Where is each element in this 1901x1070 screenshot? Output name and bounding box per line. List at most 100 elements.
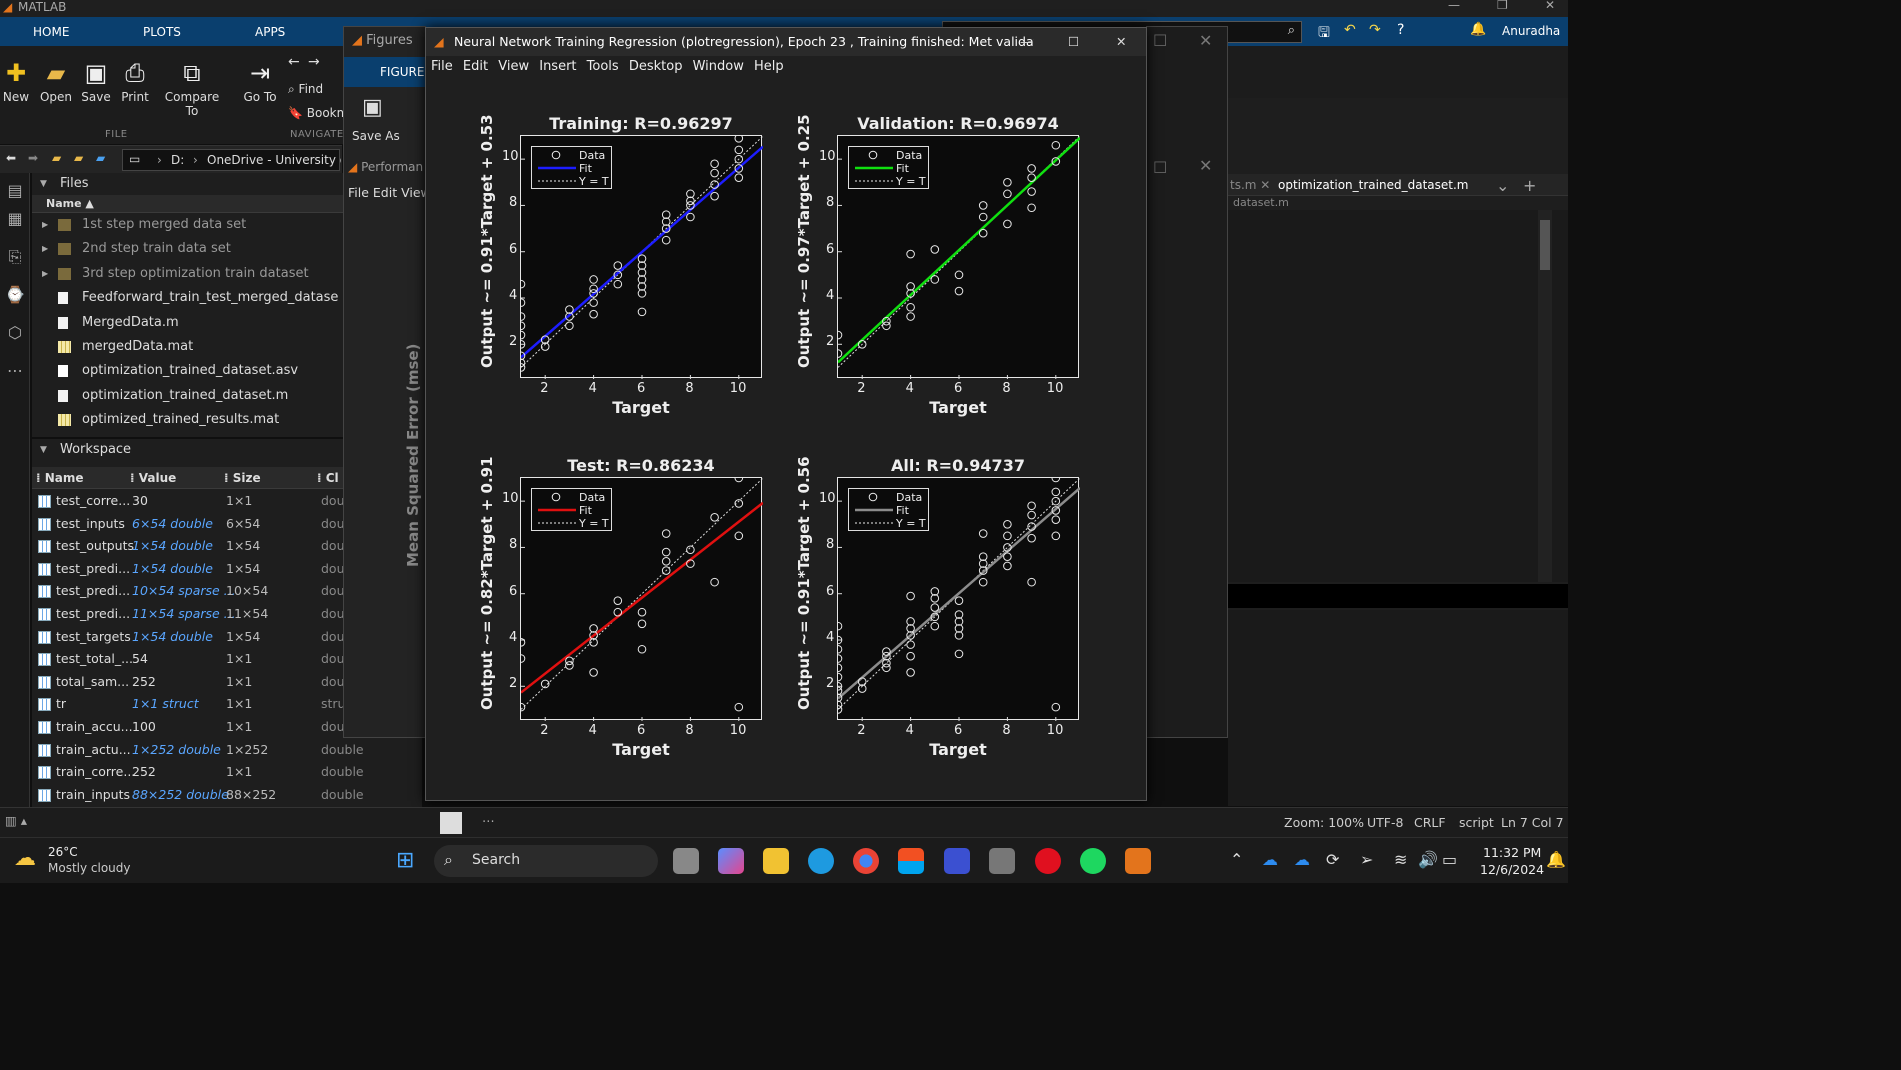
minimize-icon[interactable]: — [1448, 0, 1460, 12]
browse-folder-icon[interactable]: ▰ [74, 151, 84, 165]
clock-date[interactable]: 12/6/2024 [1480, 862, 1545, 877]
user-name[interactable]: Anuradha [1502, 24, 1561, 38]
workspace-row[interactable]: test_outputs 1×54 double 1×54 dou [32, 535, 422, 558]
maximize-icon[interactable]: ☐ [1068, 34, 1080, 49]
weather-icon[interactable]: ☁ [14, 846, 36, 871]
files-panel-header[interactable]: Files [32, 173, 343, 195]
sync-icon[interactable]: ⟳ [1326, 850, 1340, 869]
volume-icon[interactable]: 🔊 [1418, 850, 1438, 869]
file-list-item[interactable]: ▶ 2nd step train data set [32, 237, 343, 261]
command-window[interactable] [1228, 610, 1568, 806]
print-button[interactable]: ⎙ Print [110, 46, 160, 136]
menu-view[interactable]: View [498, 59, 530, 74]
store-icon[interactable] [898, 848, 924, 874]
file-list-item[interactable]: MergedData.m [32, 311, 343, 335]
find-button[interactable]: ⌕ Find [288, 82, 324, 96]
windows-start-icon[interactable]: ⊞ [396, 848, 415, 873]
workspace-panel-icon[interactable]: ▦ [7, 209, 23, 228]
regression-window[interactable]: ◢ Neural Network Training Regression (pl… [425, 27, 1147, 801]
close-icon[interactable]: ✕ [1116, 34, 1127, 49]
copilot-icon[interactable] [718, 848, 744, 874]
menu-window[interactable]: Window [692, 59, 744, 74]
menu-help[interactable]: Help [754, 59, 784, 74]
plot-area[interactable]: Data Fit Y = T [520, 135, 763, 379]
plot-area[interactable]: Data Fit Y = T [837, 477, 1080, 721]
workspace-row[interactable]: train_inputs 88×252 double 88×252 double [32, 784, 422, 807]
tab-figure[interactable]: FIGURE [380, 65, 425, 79]
figures-window[interactable]: ◢ Figures FIGURE ▣ Save As ◢ Performan F… [343, 26, 431, 738]
ws-col-value[interactable]: ⁞ Value [130, 471, 177, 485]
tab-plots[interactable]: PLOTS [143, 25, 181, 39]
file-explorer-icon[interactable] [763, 848, 789, 874]
file-list-item[interactable]: Feedforward_train_test_merged_datase [32, 286, 343, 310]
task-view-icon[interactable] [673, 848, 699, 874]
plot-legend[interactable]: Data Fit Y = T [531, 488, 612, 531]
compare-button[interactable]: ⧉ Compare To [160, 46, 224, 136]
spotify-icon[interactable] [1080, 848, 1106, 874]
matlab-taskbar-icon[interactable] [1125, 848, 1151, 874]
onedrive-icon[interactable]: ☁ [1262, 850, 1278, 869]
history-icon[interactable]: ⌚ [5, 285, 25, 304]
background-figure-window[interactable]: ☐ ✕ ☐ ✕ [1146, 26, 1228, 738]
file-list-item[interactable]: optimization_trained_dataset.asv [32, 359, 343, 383]
close-icon[interactable]: ✕ [1545, 0, 1556, 12]
plot-area[interactable]: Data Fit Y = T [520, 477, 763, 721]
menu-file[interactable]: File [431, 59, 453, 74]
forward-arrow-icon[interactable]: → [308, 54, 320, 70]
workspace-row[interactable]: test_targets 1×54 double 1×54 dou [32, 626, 422, 649]
plot-legend[interactable]: Data Fit Y = T [848, 146, 929, 189]
file-list-item[interactable]: optimization_trained_dataset.m [32, 384, 343, 408]
save-as-button[interactable]: Save As [352, 129, 400, 143]
editor-tab-optimization[interactable]: optimization_trained_dataset.m ✕ [1278, 178, 1468, 192]
forward-icon[interactable]: ➡ [28, 151, 39, 165]
plot-area[interactable]: Data Fit Y = T [837, 135, 1080, 379]
back-arrow-icon[interactable]: ← [288, 54, 300, 70]
layout-icon[interactable]: ▥ ▴ [5, 813, 28, 828]
taskbar-search[interactable]: ⌕ Search [434, 845, 658, 877]
wifi-icon[interactable]: ≋ [1394, 850, 1408, 869]
app-icon[interactable] [944, 848, 970, 874]
help-icon[interactable]: ? [1397, 22, 1405, 38]
performance-tab[interactable]: ◢ Performan [348, 160, 424, 174]
project-icon[interactable]: ⎘ [8, 247, 22, 266]
menu-desktop[interactable]: Desktop [628, 59, 683, 74]
workspace-panel-header[interactable]: Workspace [32, 439, 422, 461]
save-icon[interactable]: 🖫 [1318, 25, 1330, 41]
workspace-row[interactable]: tr 1×1 struct 1×1 stru [32, 693, 422, 716]
ws-col-class[interactable]: ⁞ Cl [317, 471, 339, 485]
workspace-row[interactable]: test_predi... 1×54 double 1×54 dou [32, 558, 422, 581]
workspace-row[interactable]: test_predi... 10×54 sparse ... 10×54 dou [32, 580, 422, 603]
weather-desc[interactable]: Mostly cloudy [48, 861, 131, 875]
close-icon[interactable]: ✕ [1199, 31, 1213, 50]
expand-icon[interactable]: ▶ [42, 268, 49, 278]
workspace-row[interactable]: train_actu... 1×252 double 1×252 double [32, 739, 422, 762]
file-list-item[interactable]: optimized_trained_results.mat [32, 408, 343, 432]
command-icon[interactable] [440, 812, 462, 834]
file-list-item[interactable]: ▶ 3rd step optimization train dataset [32, 262, 343, 286]
bell-icon[interactable]: 🔔 [1470, 22, 1487, 37]
workspace-row[interactable]: train_accu... 100 1×1 dou [32, 716, 422, 739]
address-field[interactable]: ▭ › D: › OneDrive - University of [122, 149, 341, 171]
files-panel-icon[interactable]: ▤ [7, 181, 23, 200]
refresh-folder-icon[interactable]: ▰ [96, 151, 106, 165]
goto-button[interactable]: ⇥ Go To [235, 46, 285, 136]
new-button[interactable]: ✚ New [0, 46, 41, 136]
file-list-item[interactable]: ▶ 1st step merged data set [32, 213, 343, 237]
editor-tab-ts[interactable]: ts.m ✕ [1230, 178, 1271, 192]
unity-icon[interactable] [989, 848, 1015, 874]
close-icon[interactable]: ✕ [1199, 156, 1213, 175]
workspace-row[interactable]: test_total_... 54 1×1 dou [32, 648, 422, 671]
maximize-icon[interactable]: ☐ [1153, 158, 1168, 177]
workspace-row[interactable]: total_sam... 252 1×1 dou [32, 671, 422, 694]
back-icon[interactable]: ⬅ [6, 151, 17, 165]
notification-icon[interactable]: 🔔 [1546, 850, 1566, 869]
files-name-column[interactable]: Name ▲ [32, 195, 343, 213]
chevron-up-icon[interactable]: ⌃ [1230, 850, 1244, 869]
clock-time[interactable]: 11:32 PM [1483, 845, 1542, 860]
plot-legend[interactable]: Data Fit Y = T [848, 488, 929, 531]
onedrive-icon[interactable]: ☁ [1294, 850, 1310, 869]
edge-icon[interactable] [808, 848, 834, 874]
workspace-row[interactable]: train_corre... 252 1×1 double [32, 761, 422, 784]
maximize-icon[interactable]: ☐ [1153, 31, 1168, 50]
chevron-down-icon[interactable]: ⌄ [1496, 176, 1510, 195]
